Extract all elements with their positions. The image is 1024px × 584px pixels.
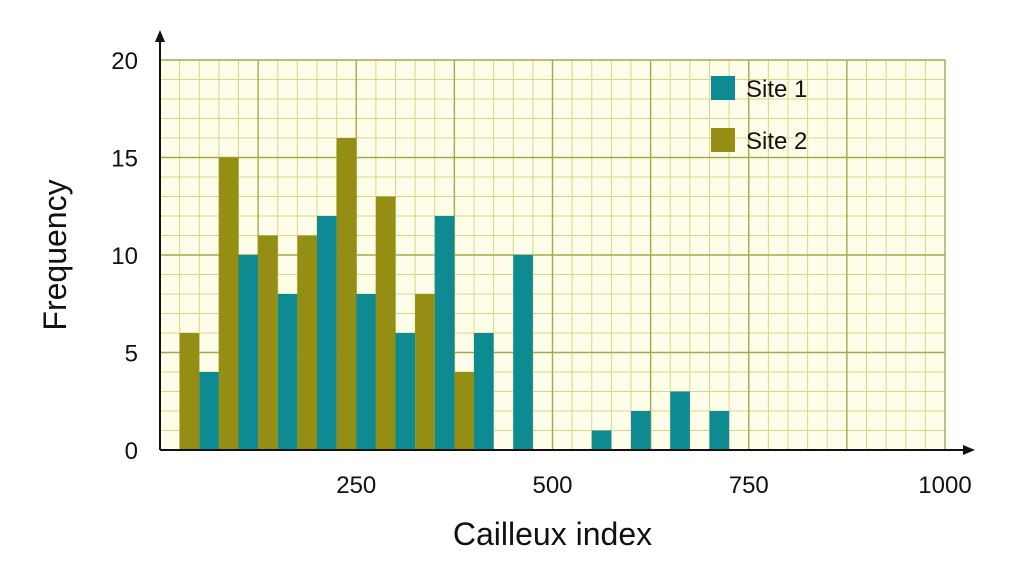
x-tick-label: 750 (729, 472, 769, 499)
x-axis-title: Cailleux index (453, 516, 652, 552)
bar-site-1 (395, 333, 416, 450)
legend-swatch-site-2 (711, 128, 735, 152)
bar-site-1 (709, 411, 730, 450)
bar-site-2 (179, 333, 200, 450)
legend-label-site-1: Site 1 (746, 76, 807, 103)
y-axis-title: Frequency (37, 179, 73, 330)
bar-site-1 (513, 255, 533, 450)
bar-site-2 (336, 138, 357, 450)
bar-site-1 (631, 411, 651, 450)
legend: Site 1 Site 2 (711, 76, 807, 155)
bar-site-2 (258, 235, 278, 450)
bar-site-1 (199, 372, 219, 450)
bar-site-2 (375, 196, 396, 450)
y-tick-label: 15 (111, 146, 138, 173)
bar-site-1 (238, 255, 259, 450)
axes (155, 30, 975, 455)
x-tick-label: 500 (532, 472, 572, 499)
legend-swatch-site-1 (711, 76, 735, 100)
y-tick-label: 20 (111, 48, 138, 75)
bar-site-2 (415, 294, 435, 450)
tick-labels: 0 5 10 15 20 250 500 750 1000 (111, 48, 971, 499)
x-axis-arrow-icon (963, 445, 975, 455)
bars (179, 138, 730, 450)
legend-label-site-2: Site 2 (746, 128, 807, 155)
bar-site-2 (297, 235, 317, 450)
bar-site-1 (317, 216, 337, 450)
bar-site-1 (474, 333, 494, 450)
bar-site-1 (434, 216, 455, 450)
bar-site-1 (591, 430, 612, 450)
y-tick-label: 5 (125, 341, 138, 368)
bar-site-2 (218, 157, 239, 450)
y-tick-label: 0 (125, 438, 138, 465)
bar-site-2 (454, 372, 474, 450)
bar-site-1 (670, 391, 690, 450)
x-tick-label: 1000 (918, 472, 971, 499)
bar-site-1 (277, 294, 298, 450)
x-tick-label: 250 (336, 472, 376, 499)
bar-site-1 (356, 294, 376, 450)
y-tick-label: 10 (111, 243, 138, 270)
y-axis-arrow-icon (155, 30, 165, 42)
